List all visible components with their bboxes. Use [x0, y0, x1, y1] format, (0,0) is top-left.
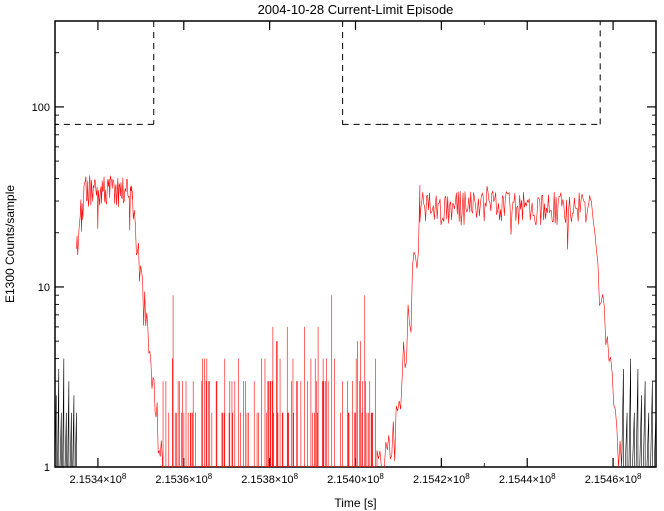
svg-text:100: 100 — [32, 102, 50, 114]
svg-text:2.1540×108: 2.1540×108 — [327, 472, 384, 487]
svg-text:2.1542×108: 2.1542×108 — [413, 472, 470, 487]
svg-text:2.1546×108: 2.1546×108 — [585, 472, 642, 487]
svg-text:2004-10-28 Current-Limit Episo: 2004-10-28 Current-Limit Episode — [258, 2, 454, 17]
svg-text:2.1534×108: 2.1534×108 — [70, 472, 127, 487]
chart-container: 2004-10-28 Current-Limit Episode Time [s]… — [0, 0, 664, 511]
svg-text:2.1536×108: 2.1536×108 — [155, 472, 212, 487]
svg-text:1: 1 — [44, 462, 50, 474]
svg-text:Time [s]: Time [s] — [334, 496, 376, 510]
svg-text:2.1538×108: 2.1538×108 — [241, 472, 298, 487]
svg-text:E1300 Counts/sample: E1300 Counts/sample — [3, 185, 17, 303]
chart-svg: 2004-10-28 Current-Limit Episode Time [s]… — [0, 0, 664, 511]
svg-text:2.1544×108: 2.1544×108 — [499, 472, 556, 487]
svg-text:10: 10 — [38, 282, 50, 294]
